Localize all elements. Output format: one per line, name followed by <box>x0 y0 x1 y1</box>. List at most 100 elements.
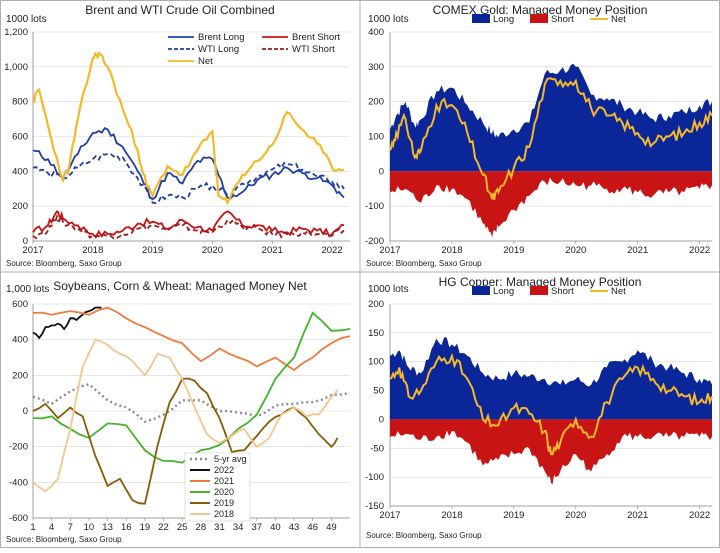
y-tick-label: 0 <box>23 236 28 247</box>
y-tick-label: 200 <box>368 97 384 108</box>
legend-label: Brent Short <box>292 32 340 43</box>
x-tick-label: 22 <box>158 522 169 533</box>
x-tick-label: 19 <box>140 522 151 533</box>
y-tick-label: 0 <box>23 406 28 417</box>
y-unit-label: 1000 lots <box>368 284 409 295</box>
y-tick-label: 300 <box>368 62 384 73</box>
y-tick-label: 200 <box>368 299 384 310</box>
legend: Long Short Net <box>472 286 626 297</box>
x-tick-label: 13 <box>102 522 113 533</box>
chart-hg_copper: HG Copper: Managed Money Position 1000 lo… <box>365 275 713 540</box>
x-tick-label: 2020 <box>565 245 586 256</box>
source-label: Source: Bloomberg, Saxo Group <box>366 259 482 268</box>
series-line-5-yr-avg <box>32 382 351 424</box>
x-tick-label: 2018 <box>441 510 462 521</box>
y-tick-label: 1,000 <box>4 62 28 73</box>
source-label: Source: Bloomberg, Saxo Group <box>6 259 122 268</box>
x-tick-label: 2021 <box>627 245 648 256</box>
legend-label: Net <box>611 286 626 297</box>
legend-label: Long <box>493 286 514 297</box>
y-tick-label: -100 <box>365 472 384 483</box>
x-tick-label: 40 <box>270 522 281 533</box>
x-tick-label: 2019 <box>503 510 524 521</box>
y-tick-label: -200 <box>9 442 28 453</box>
y-tick-label: 0 <box>379 414 384 425</box>
legend-label: Short <box>551 286 574 297</box>
y-tick-label: 400 <box>368 27 384 38</box>
chart-title: HG Copper: Managed Money Position <box>439 275 642 289</box>
legend: Long Short Net <box>472 14 626 25</box>
x-tick-label: 2019 <box>142 245 163 256</box>
source-label: Source: Bloomberg, Saxo Group <box>366 531 482 540</box>
x-tick-label: 25 <box>177 522 188 533</box>
x-tick-label: 49 <box>326 522 337 533</box>
chart-brent_wti: Brent and WTI Crude Oil Combined 1000 lot… <box>4 3 350 268</box>
source-label: Source: Bloomberg, Saxo Group <box>6 535 122 544</box>
legend-label: Net <box>611 14 626 25</box>
x-tick-label: 2017 <box>379 510 400 521</box>
y-tick-label: 150 <box>368 328 384 339</box>
y-tick-label: -50 <box>370 443 384 454</box>
y-tick-label: 200 <box>12 370 28 381</box>
legend: Brent Long Brent Short WTI Long WTI Short Ne… <box>168 32 340 67</box>
legend-label: Long <box>493 14 514 25</box>
y-tick-label: 400 <box>12 335 28 346</box>
x-tick-label: 2020 <box>202 245 223 256</box>
legend-swatch <box>530 286 548 295</box>
legend-label: 5-yr avg <box>214 454 247 464</box>
x-tick-label: 46 <box>307 522 318 533</box>
legend-label: 2021 <box>214 476 234 486</box>
legend-label: 2022 <box>214 465 234 475</box>
area-long <box>390 63 712 172</box>
y-tick-label: 0 <box>379 166 384 177</box>
line-net <box>389 352 713 456</box>
y-tick-label: 200 <box>12 201 28 212</box>
series-line-brent-long <box>32 126 345 201</box>
x-tick-label: 2022 <box>689 510 710 521</box>
y-tick-label: 400 <box>12 166 28 177</box>
series-line-2020 <box>32 311 351 464</box>
x-tick-label: 2022 <box>321 245 342 256</box>
x-tick-label: 7 <box>68 522 73 533</box>
x-tick-label: 2018 <box>82 245 103 256</box>
y-tick-label: -600 <box>9 513 28 524</box>
y-unit-label: 1,000 lots <box>6 284 49 295</box>
y-tick-label: 600 <box>12 132 28 143</box>
x-tick-label: 31 <box>214 522 225 533</box>
y-tick-label: 1,200 <box>4 27 28 38</box>
x-tick-label: 1 <box>30 522 35 533</box>
chart-comex_gold: COMEX Gold: Managed Money Position 1000 l… <box>365 3 713 268</box>
line-net <box>389 77 713 201</box>
series-line-2022 <box>32 306 102 340</box>
x-tick-label: 2018 <box>441 245 462 256</box>
legend-label: Brent Long <box>198 32 244 43</box>
x-tick-label: 16 <box>121 522 132 533</box>
legend-label: 2020 <box>214 487 234 497</box>
y-tick-label: 50 <box>373 386 384 397</box>
y-tick-label: 100 <box>368 357 384 368</box>
legend-label: Short <box>551 14 574 25</box>
legend-label: WTI Short <box>292 44 335 55</box>
legend-swatch <box>472 14 490 23</box>
y-tick-label: 800 <box>12 97 28 108</box>
series-line-brent-short <box>32 210 345 239</box>
y-tick-label: -400 <box>9 477 28 488</box>
x-tick-label: 2022 <box>689 245 710 256</box>
x-tick-label: 2021 <box>627 510 648 521</box>
y-unit-label: 1000 lots <box>6 14 47 25</box>
x-tick-label: 2017 <box>22 245 43 256</box>
chart-title: Brent and WTI Crude Oil Combined <box>85 3 274 17</box>
legend-label: 2018 <box>214 509 234 519</box>
y-tick-label: 100 <box>368 132 384 143</box>
y-tick-label: -200 <box>365 236 384 247</box>
x-tick-label: 2017 <box>379 245 400 256</box>
legend-label: Net <box>198 56 213 67</box>
x-tick-label: 43 <box>289 522 300 533</box>
x-tick-label: 28 <box>196 522 207 533</box>
y-tick-label: -150 <box>365 501 384 512</box>
chart-grains: Soybeans, Corn & Wheat: Managed Money Ne… <box>6 279 351 544</box>
area-long <box>390 337 712 420</box>
